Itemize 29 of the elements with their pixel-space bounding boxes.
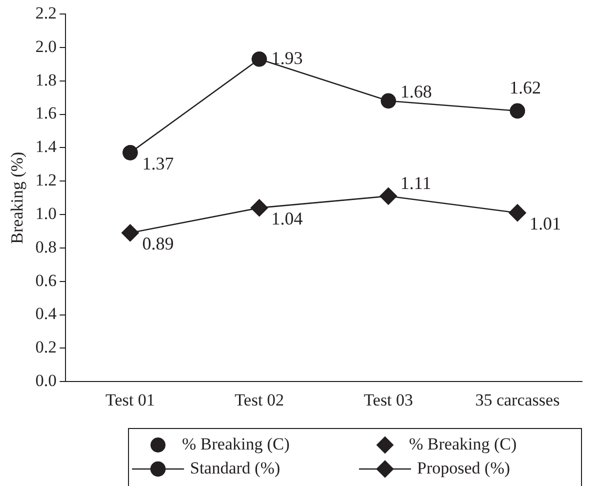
legend-label: Standard (%) [190, 458, 280, 478]
y-tick-label: 0.6 [35, 270, 57, 290]
y-axis-title: Breaking (%) [8, 152, 27, 244]
legend-label: Proposed (%) [417, 458, 510, 478]
data-label: 1.68 [400, 82, 432, 102]
x-tick-label: Test 01 [106, 390, 155, 410]
y-tick-label: 1.6 [35, 104, 57, 123]
data-label: 0.89 [142, 234, 174, 254]
x-tick-label: 35 carcasses [475, 390, 560, 410]
data-label: 1.37 [142, 153, 174, 174]
y-tick-label: 1.0 [35, 204, 57, 223]
y-tick-label: 1.8 [35, 70, 57, 90]
y-tick-label: 2.2 [35, 3, 57, 22]
data-label: 1.93 [271, 48, 303, 68]
y-tick-label: 0.8 [35, 237, 57, 256]
legend-label: % Breaking (C) [409, 434, 517, 454]
data-label: 1.04 [271, 208, 303, 229]
data-label: 1.11 [400, 172, 432, 193]
legend-label: % Breaking (C) [182, 434, 290, 454]
data-label: 1.62 [509, 78, 541, 98]
y-tick-label: 0.0 [35, 371, 57, 390]
y-tick-label: 1.2 [35, 170, 57, 190]
x-tick-label: Test 02 [234, 390, 284, 410]
y-tick-label: 2.0 [35, 36, 57, 56]
y-tick-label: 1.4 [35, 137, 58, 156]
y-tick-label: 0.4 [35, 304, 58, 324]
x-tick-label: Test 03 [364, 390, 414, 410]
data-label: 1.01 [529, 214, 561, 234]
y-tick-label: 0.2 [35, 338, 57, 357]
